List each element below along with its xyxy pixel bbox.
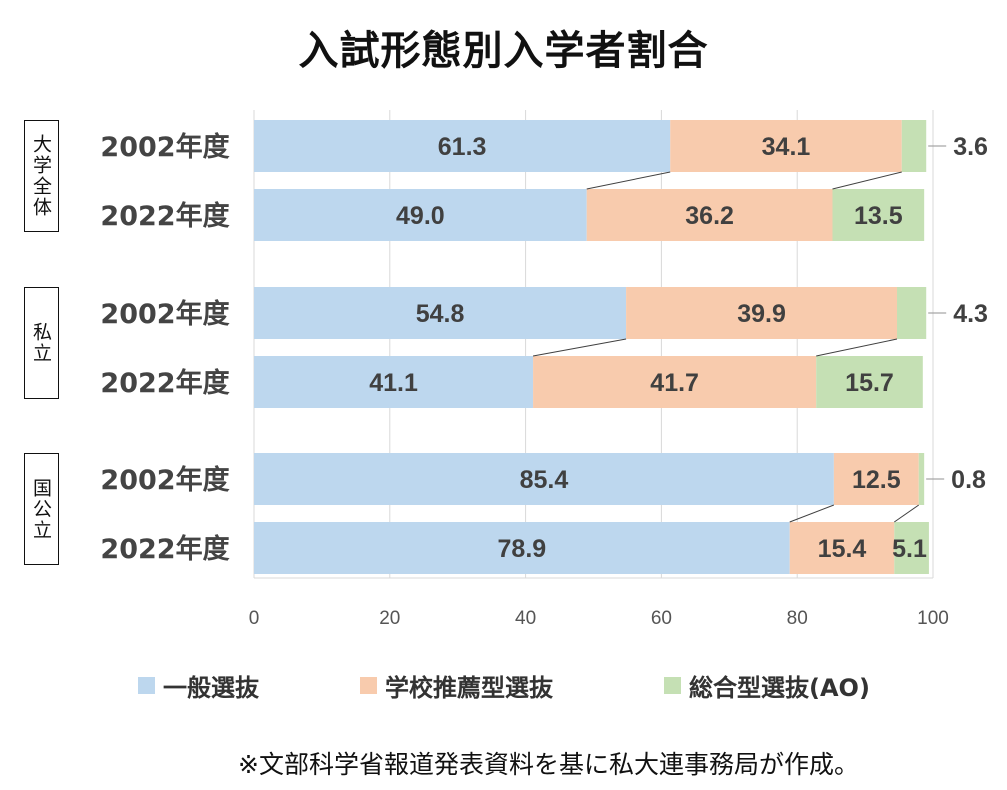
chart-title: 入試形態別入学者割合 bbox=[298, 28, 709, 74]
data-label-g2-r0-s2: 0.8 bbox=[951, 466, 986, 494]
bar-g2-r0-s2 bbox=[918, 453, 925, 505]
x-tick-label-2: 40 bbox=[515, 608, 536, 629]
data-label-g0-r1-s1: 36.2 bbox=[685, 202, 734, 230]
bar-g2-r1-s0 bbox=[254, 522, 790, 574]
row-label-g1-r0: 2002年度 bbox=[100, 298, 229, 330]
data-label-g2-r1-s0: 78.9 bbox=[498, 535, 547, 563]
row-label-g2-r1: 2022年度 bbox=[100, 533, 229, 565]
bar-g1-r0-s1 bbox=[626, 287, 898, 339]
data-label-g1-r1-s1: 41.7 bbox=[650, 369, 699, 397]
bar-g1-r1-s1 bbox=[533, 356, 817, 408]
legend-label-general: 一般選抜 bbox=[163, 674, 259, 702]
data-label-g0-r1-s0: 49.0 bbox=[396, 202, 445, 230]
legend-swatch-recommend bbox=[360, 677, 377, 694]
bar-g1-r0-s0 bbox=[254, 287, 627, 339]
bar-g0-r0-s1 bbox=[670, 120, 902, 172]
row-label-g2-r0: 2002年度 bbox=[100, 464, 229, 496]
data-label-g2-r0-s0: 85.4 bbox=[520, 466, 569, 494]
row-label-g0-r0: 2002年度 bbox=[100, 131, 229, 163]
data-label-g1-r1-s2: 15.7 bbox=[845, 369, 894, 397]
bar-g0-r0-s2 bbox=[901, 120, 927, 172]
bar-g2-r1-s1 bbox=[789, 522, 895, 574]
bar-g0-r1-s0 bbox=[254, 189, 587, 241]
legend-label-recommend: 学校推薦型選抜 bbox=[385, 674, 553, 702]
group-label-all: 大学全体 bbox=[24, 120, 59, 232]
series-line-g0-s1 bbox=[832, 171, 902, 190]
bar-g1-r0-s2 bbox=[897, 287, 927, 339]
series-line-g1-s1 bbox=[816, 338, 898, 357]
x-tick-label-1: 20 bbox=[379, 608, 400, 629]
series-line-g2-s1 bbox=[894, 504, 920, 523]
data-label-g2-r1-s2: 5.1 bbox=[892, 535, 927, 563]
source-note: ※文部科学省報道発表資料を基に私大連事務局が作成。 bbox=[238, 750, 859, 779]
data-label-g0-r1-s2: 13.5 bbox=[854, 202, 903, 230]
legend-swatch-comprehensive bbox=[664, 677, 681, 694]
bar-g1-r1-s2 bbox=[816, 356, 923, 408]
data-label-g1-r1-s0: 41.1 bbox=[369, 369, 418, 397]
bar-g2-r0-s0 bbox=[254, 453, 834, 505]
data-label-g0-r0-s0: 61.3 bbox=[438, 133, 487, 161]
bar-g1-r1-s0 bbox=[254, 356, 534, 408]
legend-item-comprehensive: 総合型選抜(AO) bbox=[664, 668, 870, 703]
x-tick-label-4: 80 bbox=[787, 608, 808, 629]
row-label-g0-r1: 2022年度 bbox=[100, 200, 229, 232]
x-tick-label-0: 0 bbox=[249, 608, 260, 629]
series-line-g2-s0 bbox=[789, 504, 835, 523]
x-tick-label-3: 60 bbox=[651, 608, 672, 629]
data-label-g1-r0-s0: 54.8 bbox=[416, 300, 465, 328]
series-line-g1-s0 bbox=[532, 338, 627, 357]
data-label-g2-r1-s1: 15.4 bbox=[818, 535, 867, 563]
legend-swatch-general bbox=[138, 677, 155, 694]
x-tick-label-5: 100 bbox=[917, 608, 949, 629]
bar-g0-r1-s1 bbox=[586, 189, 833, 241]
row-label-g1-r1: 2022年度 bbox=[100, 367, 229, 399]
data-label-g1-r0-s2: 4.3 bbox=[953, 300, 988, 328]
bar-g0-r0-s0 bbox=[254, 120, 671, 172]
series-line-g0-s0 bbox=[586, 171, 671, 190]
legend-item-general: 一般選抜 bbox=[138, 668, 259, 703]
group-label-private: 私立 bbox=[24, 287, 59, 399]
group-label-public: 国公立 bbox=[24, 453, 59, 565]
data-label-g2-r0-s1: 12.5 bbox=[852, 466, 901, 494]
data-label-g0-r0-s2: 3.6 bbox=[953, 133, 988, 161]
data-label-g1-r0-s1: 39.9 bbox=[737, 300, 786, 328]
bar-g2-r1-s2 bbox=[894, 522, 929, 574]
legend: 一般選抜 学校推薦型選抜 総合型選抜(AO) bbox=[0, 668, 1007, 704]
bar-g0-r1-s2 bbox=[832, 189, 925, 241]
bar-g2-r0-s1 bbox=[833, 453, 919, 505]
legend-label-comprehensive: 総合型選抜(AO) bbox=[689, 674, 870, 702]
legend-item-recommend: 学校推薦型選抜 bbox=[360, 668, 553, 703]
data-label-g0-r0-s1: 34.1 bbox=[762, 133, 811, 161]
